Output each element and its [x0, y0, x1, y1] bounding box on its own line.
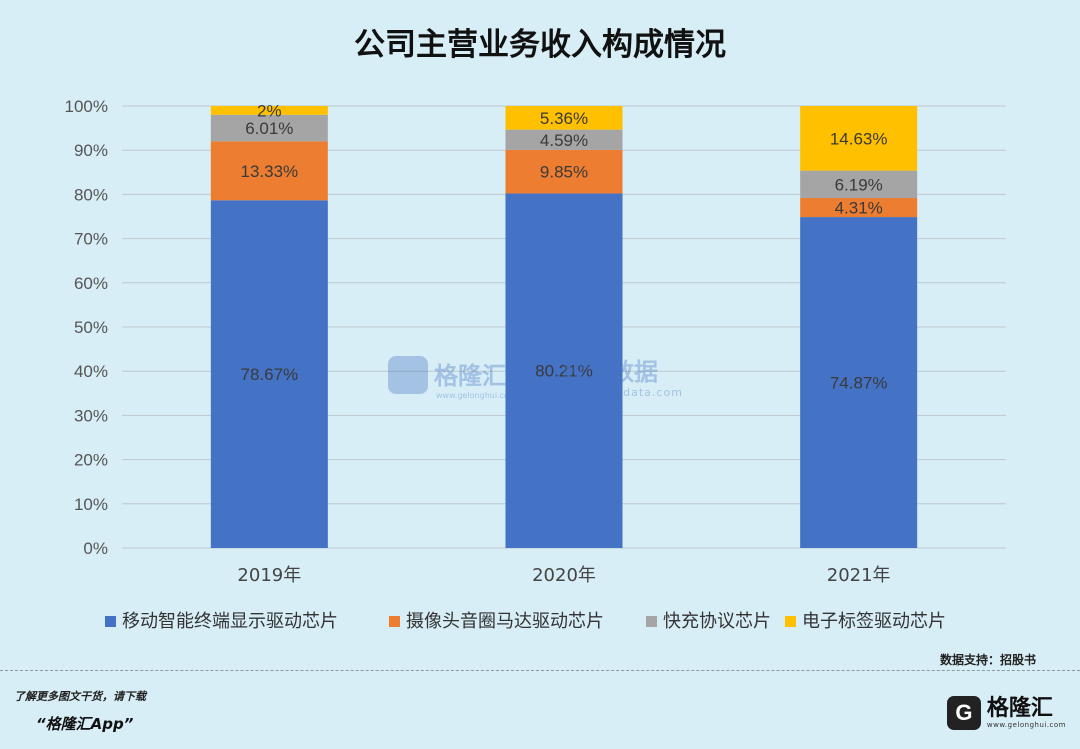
bar-segment: [800, 106, 918, 171]
legend-label: 电子标签驱动芯片: [802, 611, 946, 632]
y-tick-label: 10%: [74, 495, 108, 514]
legend-label: 快充协议芯片: [663, 611, 771, 632]
legend-label: 摄像头音圈马达驱动芯片: [406, 611, 604, 632]
data-label: 80.21%: [535, 362, 593, 381]
watermark-brand: 格隆汇: [434, 362, 506, 390]
bar-segment: [210, 114, 328, 142]
source-note: 数据支持：招股书: [939, 653, 1036, 667]
data-label: 14.63%: [830, 129, 888, 148]
data-label: 5.36%: [540, 109, 588, 128]
watermark-site-url: www.gogudata.com: [558, 386, 683, 399]
legend-label: 移动智能终端显示驱动芯片: [122, 611, 338, 632]
data-label: 13.33%: [240, 162, 298, 181]
chart-title: 公司主营业务收入构成情况: [354, 27, 726, 63]
y-tick-label: 0%: [83, 539, 108, 558]
data-label: 2%: [257, 101, 282, 120]
y-tick-label: 20%: [74, 451, 108, 470]
x-tick-label: 2020年: [532, 565, 596, 586]
footer-promo-text: 了解更多图文干货，请下载: [14, 690, 146, 703]
bar-segment: [800, 170, 918, 199]
y-tick-label: 70%: [74, 230, 108, 249]
y-tick-label: 50%: [74, 318, 108, 337]
watermark-site: 股大数据: [562, 358, 658, 386]
bar-segment: [800, 217, 918, 549]
data-label: 4.31%: [835, 199, 883, 218]
watermark: 格隆汇 www.gelonghui.com 股大数据 www.gogudata.…: [388, 356, 683, 400]
y-tick-label: 90%: [74, 141, 108, 160]
y-tick-label: 60%: [74, 274, 108, 293]
bar-segment: [210, 200, 328, 548]
legend-swatch: [785, 616, 796, 627]
footer-logo: G 格隆汇 www.gelonghui.com: [946, 694, 1066, 732]
x-tick-label: 2021年: [827, 565, 891, 586]
data-label: 9.85%: [540, 163, 588, 182]
watermark-logo-icon: [388, 356, 428, 394]
legend-swatch: [646, 616, 657, 627]
data-label: 78.67%: [240, 365, 298, 384]
logo-name: 格隆汇: [986, 695, 1053, 721]
x-tick-label: 2019年: [237, 565, 301, 586]
bar-segment: [505, 105, 623, 130]
y-tick-label: 40%: [74, 362, 108, 381]
data-label: 4.59%: [540, 131, 588, 150]
legend-swatch: [389, 616, 400, 627]
y-tick-label: 30%: [74, 406, 108, 425]
bar-segment: [210, 141, 328, 201]
logo-icon: G: [946, 696, 981, 730]
bar-segment: [800, 198, 918, 218]
y-tick-label: 100%: [65, 97, 108, 116]
data-label: 74.87%: [830, 374, 888, 393]
watermark-brand-url: www.gelonghui.com: [436, 391, 517, 400]
footer-divider: [0, 670, 1080, 671]
bar-segment: [505, 129, 623, 150]
bar-segment: [505, 149, 623, 194]
bar-segment: [505, 193, 623, 548]
data-label: 6.19%: [835, 175, 883, 194]
logo-url: www.gelonghui.com: [986, 720, 1066, 729]
bar-segment: [210, 105, 328, 115]
y-tick-label: 80%: [74, 185, 108, 204]
data-label: 6.01%: [245, 119, 293, 138]
legend-swatch: [105, 616, 116, 627]
footer-app-name: “格隆汇App”: [36, 715, 134, 733]
